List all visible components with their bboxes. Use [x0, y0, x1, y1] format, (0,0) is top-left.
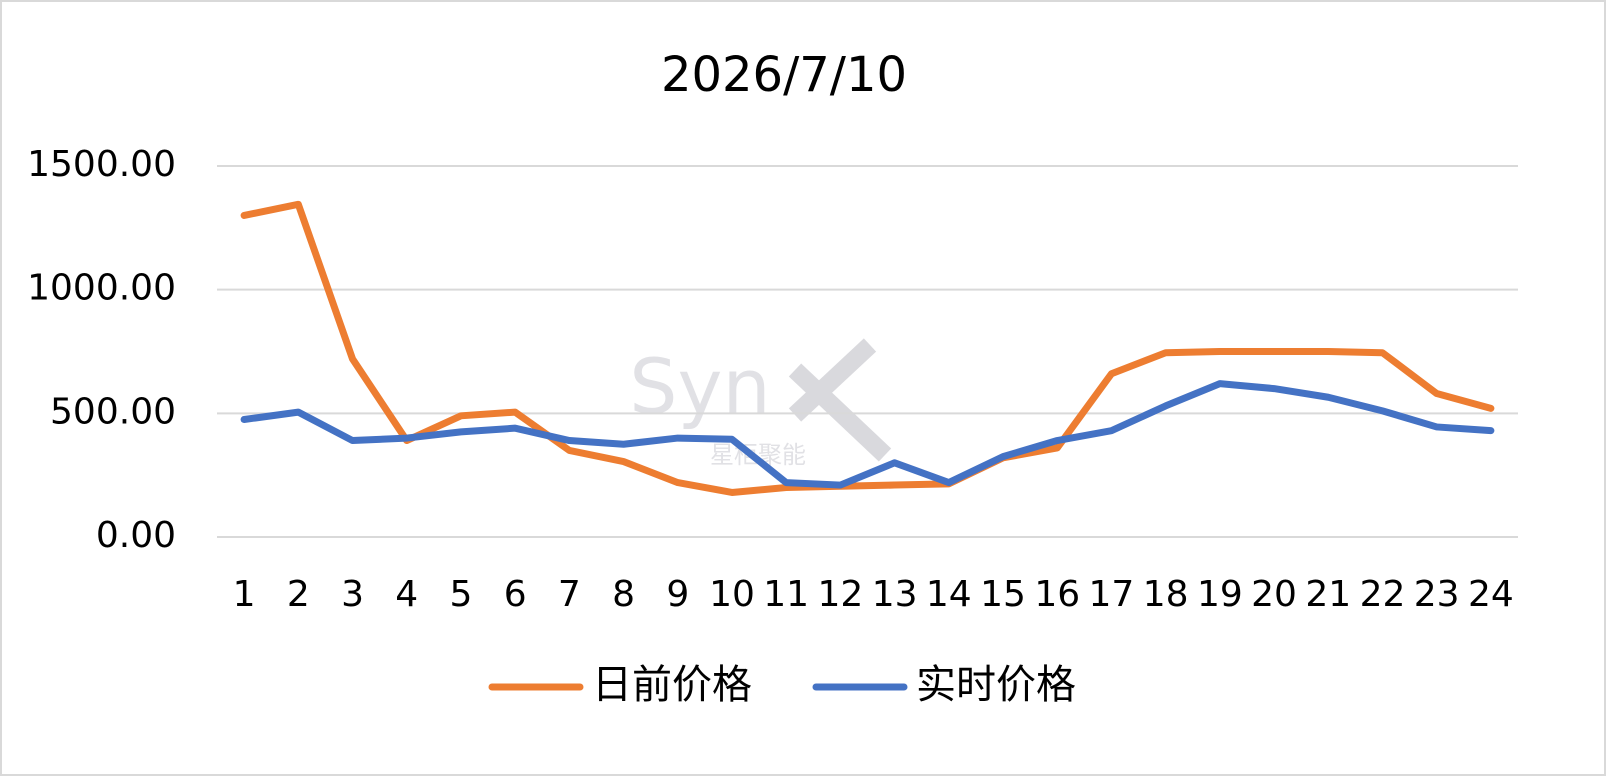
x-tick-label: 8: [612, 574, 635, 615]
x-tick-label: 24: [1468, 574, 1514, 615]
x-tick-label: 19: [1197, 574, 1243, 615]
x-tick-label: 20: [1251, 574, 1297, 615]
x-tick-label: 1: [233, 574, 256, 615]
x-tick-label: 22: [1360, 574, 1406, 615]
x-tick-label: 10: [709, 574, 755, 615]
y-tick-label: 1500.00: [27, 144, 176, 185]
x-tick-label: 6: [504, 574, 527, 615]
series-line: [240, 200, 1495, 496]
x-tick-label: 15: [980, 574, 1026, 615]
y-tick-label: 1000.00: [27, 268, 176, 309]
chart-title: 2026/7/10: [661, 47, 907, 103]
legend-label: 实时价格: [916, 662, 1076, 708]
x-tick-label: 13: [872, 574, 918, 615]
x-tick-label: 2: [287, 574, 310, 615]
x-tick-label: 16: [1034, 574, 1080, 615]
x-tick-label: 17: [1089, 574, 1135, 615]
x-tick-label: 5: [449, 574, 472, 615]
x-tick-label: 23: [1414, 574, 1460, 615]
series-line: [240, 380, 1495, 489]
x-tick-label: 21: [1305, 574, 1351, 615]
x-tick-label: 18: [1143, 574, 1189, 615]
y-tick-label: 0.00: [96, 515, 176, 556]
x-tick-label: 11: [763, 574, 809, 615]
watermark-subtext: 星柜聚能: [710, 441, 806, 469]
x-tick-label: 12: [817, 574, 863, 615]
x-tick-label: 4: [395, 574, 418, 615]
watermark-logo: [788, 338, 877, 422]
y-tick-label: 500.00: [50, 391, 176, 432]
x-tick-label: 14: [926, 574, 972, 615]
x-tick-label: 3: [341, 574, 364, 615]
x-tick-label: 9: [666, 574, 689, 615]
legend-label: 日前价格: [592, 662, 752, 708]
x-tick-label: 7: [558, 574, 581, 615]
watermark-text: Syn: [629, 342, 770, 431]
watermark: Syn 星柜聚能: [629, 338, 892, 469]
